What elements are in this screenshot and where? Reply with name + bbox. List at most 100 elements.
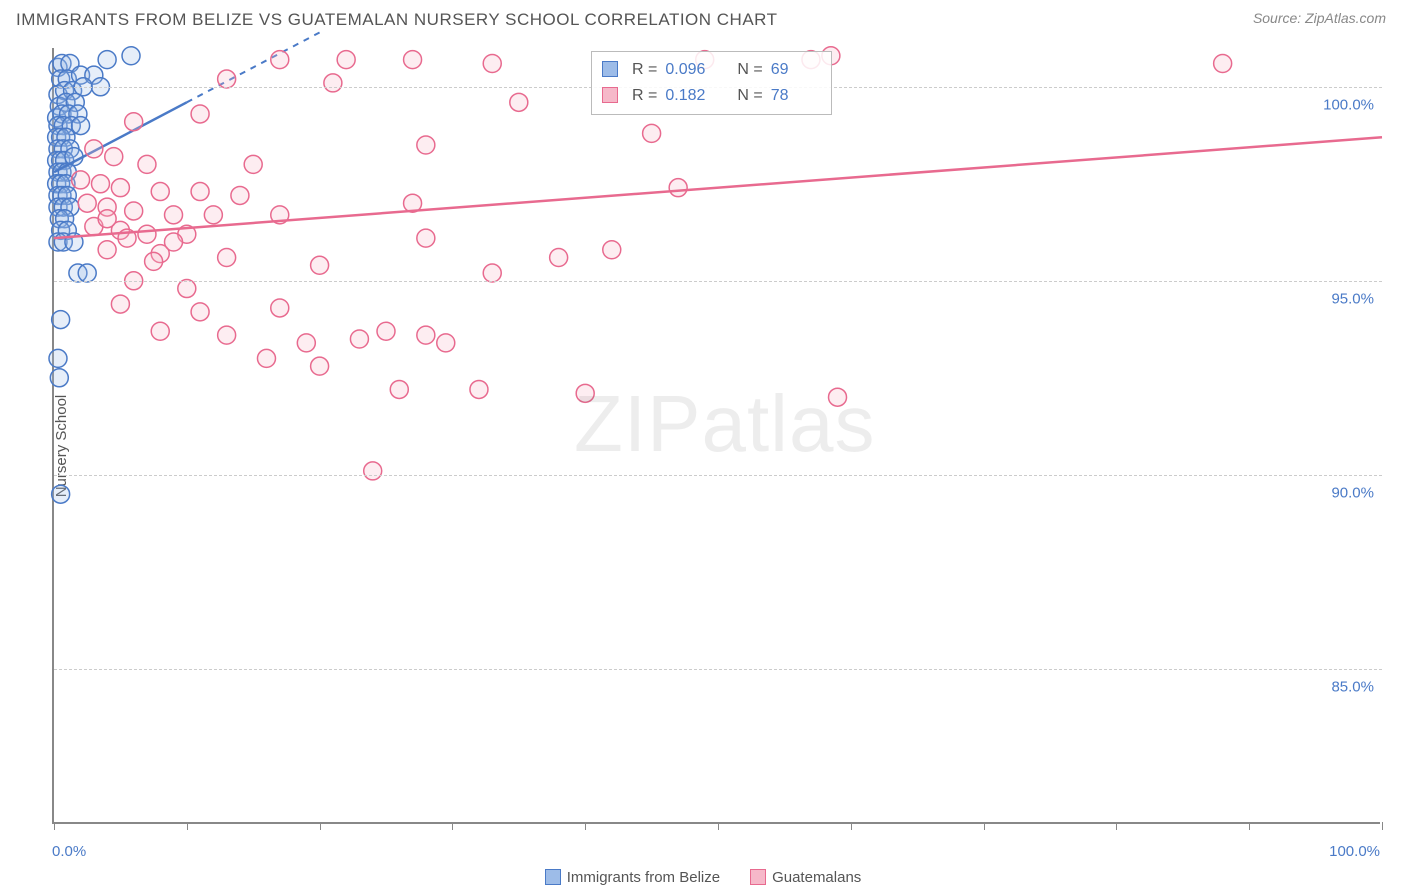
data-point-guatemalans: [417, 136, 435, 154]
data-point-guatemalans: [231, 186, 249, 204]
legend-swatch: [602, 61, 618, 77]
data-point-belize: [52, 311, 70, 329]
x-tick: [1249, 822, 1250, 830]
data-point-guatemalans: [218, 326, 236, 344]
bottom-legend: Immigrants from Belize Guatemalans: [0, 869, 1406, 886]
chart-svg: [54, 48, 1380, 822]
x-tick: [1116, 822, 1117, 830]
data-point-guatemalans: [151, 183, 169, 201]
data-point-guatemalans: [105, 148, 123, 166]
data-point-guatemalans: [550, 249, 568, 267]
trendline-guatemalans: [54, 137, 1382, 238]
data-point-guatemalans: [337, 51, 355, 69]
data-point-belize: [122, 47, 140, 65]
data-point-belize: [78, 264, 96, 282]
x-tick: [54, 822, 55, 830]
data-point-guatemalans: [125, 113, 143, 131]
x-tick: [452, 822, 453, 830]
data-point-guatemalans: [111, 295, 129, 313]
gridline: [54, 669, 1382, 670]
data-point-guatemalans: [483, 264, 501, 282]
x-tick-label: 0.0%: [52, 843, 86, 860]
data-point-guatemalans: [85, 140, 103, 158]
x-tick: [585, 822, 586, 830]
data-point-belize: [52, 485, 70, 503]
data-point-guatemalans: [165, 206, 183, 224]
data-point-belize: [98, 51, 116, 69]
plot-area: ZIPatlas 85.0%90.0%95.0%100.0%R =0.096N …: [52, 48, 1380, 824]
data-point-guatemalans: [404, 51, 422, 69]
data-point-guatemalans: [111, 179, 129, 197]
data-point-guatemalans: [350, 330, 368, 348]
n-value: 69: [771, 57, 821, 83]
data-point-guatemalans: [437, 334, 455, 352]
data-point-guatemalans: [417, 229, 435, 247]
chart-title: IMMIGRANTS FROM BELIZE VS GUATEMALAN NUR…: [16, 10, 778, 30]
data-point-belize: [49, 349, 67, 367]
legend-swatch: [750, 869, 766, 885]
data-point-guatemalans: [191, 105, 209, 123]
y-tick-label: 95.0%: [1331, 290, 1374, 307]
data-point-guatemalans: [257, 349, 275, 367]
legend-label: Immigrants from Belize: [567, 869, 720, 886]
r-label: R =: [632, 83, 657, 109]
legend-label: Guatemalans: [772, 869, 861, 886]
data-point-guatemalans: [218, 249, 236, 267]
data-point-guatemalans: [643, 124, 661, 142]
y-tick-label: 90.0%: [1331, 484, 1374, 501]
data-point-guatemalans: [297, 334, 315, 352]
data-point-guatemalans: [324, 74, 342, 92]
data-point-guatemalans: [669, 179, 687, 197]
data-point-guatemalans: [417, 326, 435, 344]
data-point-guatemalans: [377, 322, 395, 340]
r-value: 0.182: [665, 83, 715, 109]
data-point-guatemalans: [271, 51, 289, 69]
data-point-belize: [50, 369, 68, 387]
y-tick-label: 85.0%: [1331, 678, 1374, 695]
data-point-guatemalans: [98, 210, 116, 228]
r-value: 0.096: [665, 57, 715, 83]
x-tick: [1382, 822, 1383, 830]
data-point-guatemalans: [271, 299, 289, 317]
data-point-guatemalans: [78, 194, 96, 212]
data-point-guatemalans: [191, 303, 209, 321]
data-point-guatemalans: [311, 357, 329, 375]
stats-legend-row: R = 0.096 N = 69: [602, 57, 821, 83]
x-tick: [851, 822, 852, 830]
gridline: [54, 281, 1382, 282]
data-point-guatemalans: [178, 280, 196, 298]
data-point-guatemalans: [244, 155, 262, 173]
n-label: N =: [737, 83, 762, 109]
data-point-guatemalans: [125, 202, 143, 220]
data-point-guatemalans: [1214, 55, 1232, 73]
n-label: N =: [737, 57, 762, 83]
gridline: [54, 475, 1382, 476]
x-tick: [718, 822, 719, 830]
x-tick: [320, 822, 321, 830]
data-point-guatemalans: [191, 183, 209, 201]
y-tick-label: 100.0%: [1323, 96, 1374, 113]
data-point-guatemalans: [510, 93, 528, 111]
x-tick: [187, 822, 188, 830]
data-point-guatemalans: [483, 55, 501, 73]
data-point-guatemalans: [165, 233, 183, 251]
legend-swatch: [602, 87, 618, 103]
data-point-guatemalans: [98, 241, 116, 259]
data-point-guatemalans: [138, 225, 156, 243]
r-label: R =: [632, 57, 657, 83]
stats-legend-row: R = 0.182 N = 78: [602, 83, 821, 109]
x-tick-label: 100.0%: [1329, 843, 1380, 860]
data-point-guatemalans: [364, 462, 382, 480]
legend-item-belize: Immigrants from Belize: [545, 869, 720, 886]
data-point-guatemalans: [603, 241, 621, 259]
data-point-guatemalans: [204, 206, 222, 224]
data-point-guatemalans: [829, 388, 847, 406]
n-value: 78: [771, 83, 821, 109]
data-point-guatemalans: [218, 70, 236, 88]
data-point-guatemalans: [390, 380, 408, 398]
x-tick: [984, 822, 985, 830]
stats-legend: R = 0.096 N = 69 R = 0.182 N = 78: [591, 51, 832, 115]
data-point-guatemalans: [72, 171, 90, 189]
data-point-belize: [72, 117, 90, 135]
legend-item-guatemalans: Guatemalans: [750, 869, 861, 886]
